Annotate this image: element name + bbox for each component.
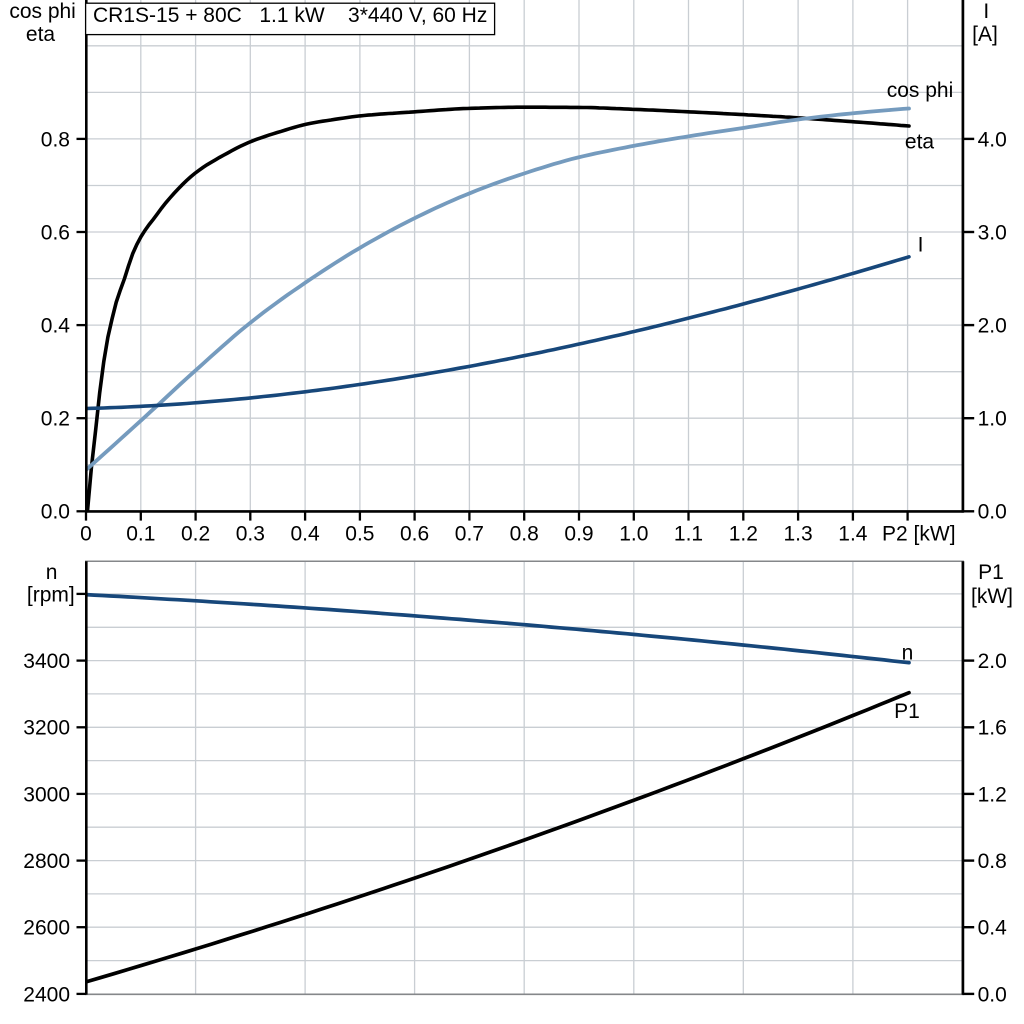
svg-text:0.8: 0.8: [978, 850, 1007, 873]
svg-text:cos phi: cos phi: [887, 79, 954, 102]
svg-text:0.9: 0.9: [564, 522, 593, 545]
svg-text:0.6: 0.6: [400, 522, 429, 545]
svg-text:[A]: [A]: [972, 23, 998, 46]
svg-text:P1: P1: [894, 700, 920, 723]
svg-text:4.0: 4.0: [978, 128, 1007, 151]
svg-text:3.0: 3.0: [978, 221, 1007, 244]
svg-text:[rpm]: [rpm]: [27, 584, 75, 607]
svg-text:P2 [kW]: P2 [kW]: [882, 522, 956, 545]
svg-text:1.2: 1.2: [729, 522, 758, 545]
svg-text:0.7: 0.7: [455, 522, 484, 545]
svg-text:1.4: 1.4: [838, 522, 868, 545]
svg-text:1.2: 1.2: [978, 783, 1007, 806]
svg-text:n: n: [46, 561, 58, 584]
svg-text:0.6: 0.6: [41, 221, 70, 244]
svg-text:0.0: 0.0: [978, 983, 1007, 1006]
svg-text:0.0: 0.0: [978, 501, 1007, 524]
svg-text:0.4: 0.4: [290, 522, 320, 545]
svg-text:2.0: 2.0: [978, 650, 1007, 673]
svg-text:1.6: 1.6: [978, 717, 1007, 740]
svg-text:0.4: 0.4: [41, 315, 71, 338]
svg-text:2.0: 2.0: [978, 315, 1007, 338]
svg-text:3200: 3200: [23, 717, 70, 740]
svg-text:2400: 2400: [23, 983, 70, 1006]
svg-text:0: 0: [80, 522, 92, 545]
svg-text:0.2: 0.2: [41, 408, 70, 431]
svg-text:0.4: 0.4: [978, 917, 1008, 940]
svg-text:CR1S-15 + 80C 1.1 kW 3*44: CR1S-15 + 80C 1.1 kW 3*440 V, 60 Hz: [93, 4, 487, 27]
svg-text:0.3: 0.3: [236, 522, 265, 545]
svg-text:eta: eta: [26, 23, 56, 46]
svg-text:3000: 3000: [23, 783, 70, 806]
svg-text:1.0: 1.0: [978, 408, 1007, 431]
svg-text:0.8: 0.8: [41, 128, 70, 151]
svg-text:0.1: 0.1: [126, 522, 155, 545]
svg-text:2800: 2800: [23, 850, 70, 873]
svg-text:n: n: [902, 642, 914, 665]
svg-text:I: I: [983, 0, 989, 23]
svg-text:1.0: 1.0: [619, 522, 648, 545]
svg-text:cos phi: cos phi: [9, 0, 76, 23]
svg-text:3400: 3400: [23, 650, 70, 673]
svg-text:eta: eta: [905, 131, 935, 154]
svg-text:1.1: 1.1: [674, 522, 703, 545]
svg-text:0.5: 0.5: [345, 522, 374, 545]
svg-text:P1: P1: [978, 561, 1004, 584]
svg-text:1.3: 1.3: [783, 522, 812, 545]
svg-text:[kW]: [kW]: [971, 585, 1013, 608]
svg-text:0.0: 0.0: [41, 501, 70, 524]
svg-text:2600: 2600: [23, 917, 70, 940]
svg-text:0.8: 0.8: [510, 522, 539, 545]
svg-text:0.2: 0.2: [181, 522, 210, 545]
svg-text:I: I: [918, 234, 924, 257]
